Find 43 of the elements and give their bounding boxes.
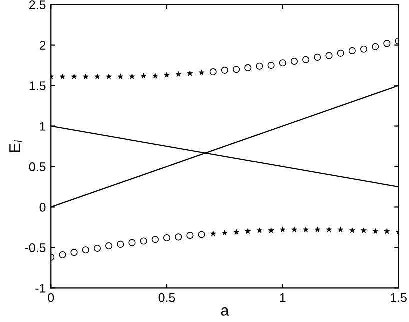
point xyxy=(360,46,368,53)
y-axis-title: E$_{i}$ xyxy=(10,140,23,152)
point xyxy=(59,251,66,259)
point xyxy=(152,236,159,244)
point xyxy=(163,234,171,242)
y-tick-label: 0 xyxy=(40,203,46,212)
point xyxy=(279,60,286,67)
x-axis-title: a xyxy=(221,308,230,316)
point xyxy=(326,52,333,60)
point xyxy=(175,234,182,241)
point xyxy=(337,50,344,57)
y-tick-label: 2 xyxy=(40,41,46,50)
point xyxy=(221,66,228,74)
point xyxy=(314,54,322,61)
x-tick-label: 0.5 xyxy=(158,293,176,302)
point xyxy=(302,56,310,64)
y-tick-label: 1.5 xyxy=(30,82,46,90)
point xyxy=(70,249,78,256)
point xyxy=(210,68,217,76)
point xyxy=(198,231,206,238)
point xyxy=(268,62,275,70)
y-tick-label: -0.5 xyxy=(25,244,46,252)
point xyxy=(106,242,113,250)
y-tick-label: -1 xyxy=(36,284,46,293)
x-tick-label: 1.5 xyxy=(391,294,407,302)
point xyxy=(82,246,90,254)
y-tick-label: 0.5 xyxy=(29,162,46,172)
x-tick-label: 0 xyxy=(48,293,54,302)
y-tick-label: 1 xyxy=(40,122,46,131)
x-tick-label: 1 xyxy=(280,294,286,302)
point xyxy=(384,40,391,48)
point xyxy=(244,64,252,72)
point xyxy=(128,239,136,246)
point xyxy=(140,238,148,245)
point xyxy=(232,66,240,74)
point xyxy=(372,43,380,50)
point xyxy=(290,58,298,66)
y-tick-label: 2.5 xyxy=(30,0,46,10)
point xyxy=(94,244,102,252)
point xyxy=(117,240,124,248)
point xyxy=(348,47,356,55)
point xyxy=(186,232,194,240)
point xyxy=(256,62,264,70)
